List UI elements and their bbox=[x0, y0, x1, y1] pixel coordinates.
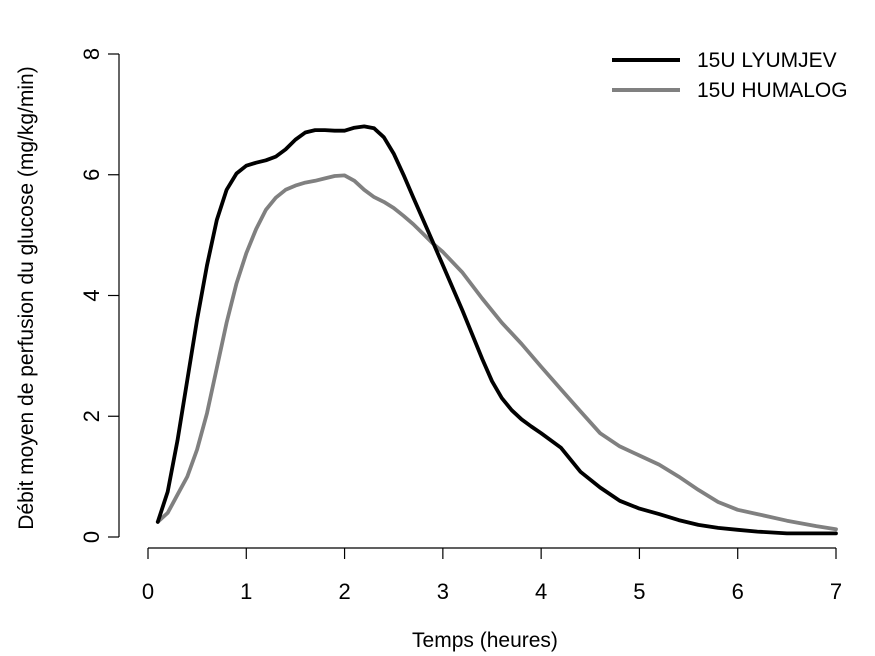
y-axis-title: Débit moyen de perfusion du glucose (mg/… bbox=[15, 66, 38, 529]
legend: 15U LYUMJEV 15U HUMALOG bbox=[612, 49, 848, 102]
x-tick-label: 3 bbox=[437, 579, 449, 604]
x-tick-label: 5 bbox=[633, 579, 645, 604]
x-tick-label: 7 bbox=[830, 579, 842, 604]
series-line-15u-humalog bbox=[155, 173, 838, 532]
y-tick-label: 8 bbox=[79, 48, 104, 60]
series-layer bbox=[155, 124, 838, 536]
x-tick-label: 0 bbox=[142, 579, 154, 604]
y-tick-label: 2 bbox=[79, 410, 104, 422]
legend-label-15u-humalog: 15U HUMALOG bbox=[697, 79, 848, 102]
x-tick-label: 1 bbox=[240, 579, 252, 604]
y-axis: 0 2 4 6 8 bbox=[79, 48, 120, 543]
x-axis: 0 1 2 3 4 5 6 7 bbox=[142, 547, 842, 604]
x-tick-label: 4 bbox=[535, 579, 547, 604]
y-tick-label: 0 bbox=[79, 531, 104, 543]
y-tick-label: 4 bbox=[79, 289, 104, 301]
x-axis-title: Temps (heures) bbox=[412, 629, 558, 652]
y-tick-label: 6 bbox=[79, 169, 104, 181]
x-tick-label: 2 bbox=[338, 579, 350, 604]
legend-label-15u-lyumjev: 15U LYUMJEV bbox=[697, 49, 837, 72]
x-tick-label: 6 bbox=[732, 579, 744, 604]
series-line-15u-lyumjev bbox=[155, 124, 838, 536]
